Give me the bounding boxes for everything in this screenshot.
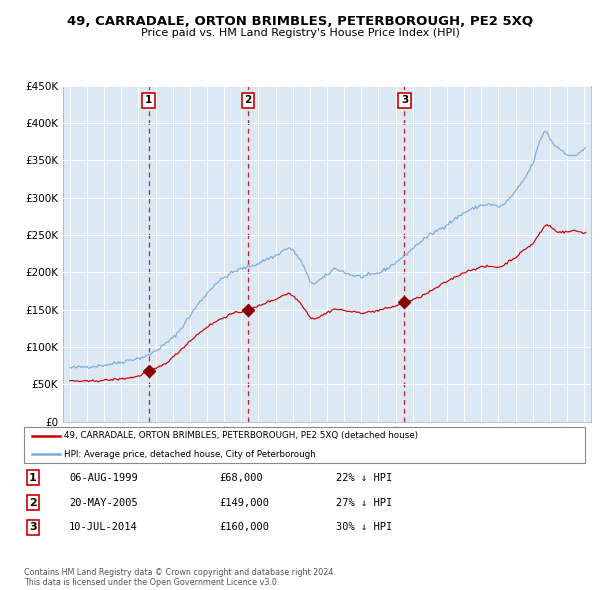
Text: £68,000: £68,000 xyxy=(219,473,263,483)
Text: 3: 3 xyxy=(401,96,408,106)
FancyBboxPatch shape xyxy=(24,427,585,463)
Text: 22% ↓ HPI: 22% ↓ HPI xyxy=(336,473,392,483)
Text: Contains HM Land Registry data © Crown copyright and database right 2024.
This d: Contains HM Land Registry data © Crown c… xyxy=(24,568,336,587)
Text: 1: 1 xyxy=(29,473,37,483)
Text: 3: 3 xyxy=(29,523,37,532)
Text: 49, CARRADALE, ORTON BRIMBLES, PETERBOROUGH, PE2 5XQ (detached house): 49, CARRADALE, ORTON BRIMBLES, PETERBORO… xyxy=(64,431,419,440)
Text: 06-AUG-1999: 06-AUG-1999 xyxy=(69,473,138,483)
Text: 20-MAY-2005: 20-MAY-2005 xyxy=(69,498,138,507)
Text: Price paid vs. HM Land Registry's House Price Index (HPI): Price paid vs. HM Land Registry's House … xyxy=(140,28,460,38)
Text: 27% ↓ HPI: 27% ↓ HPI xyxy=(336,498,392,507)
Text: HPI: Average price, detached house, City of Peterborough: HPI: Average price, detached house, City… xyxy=(64,450,316,458)
Text: 1: 1 xyxy=(145,96,152,106)
Text: 10-JUL-2014: 10-JUL-2014 xyxy=(69,523,138,532)
Text: £160,000: £160,000 xyxy=(219,523,269,532)
Text: 2: 2 xyxy=(29,498,37,507)
Text: 49, CARRADALE, ORTON BRIMBLES, PETERBOROUGH, PE2 5XQ: 49, CARRADALE, ORTON BRIMBLES, PETERBORO… xyxy=(67,15,533,28)
Text: 30% ↓ HPI: 30% ↓ HPI xyxy=(336,523,392,532)
Text: £149,000: £149,000 xyxy=(219,498,269,507)
Text: 2: 2 xyxy=(244,96,251,106)
